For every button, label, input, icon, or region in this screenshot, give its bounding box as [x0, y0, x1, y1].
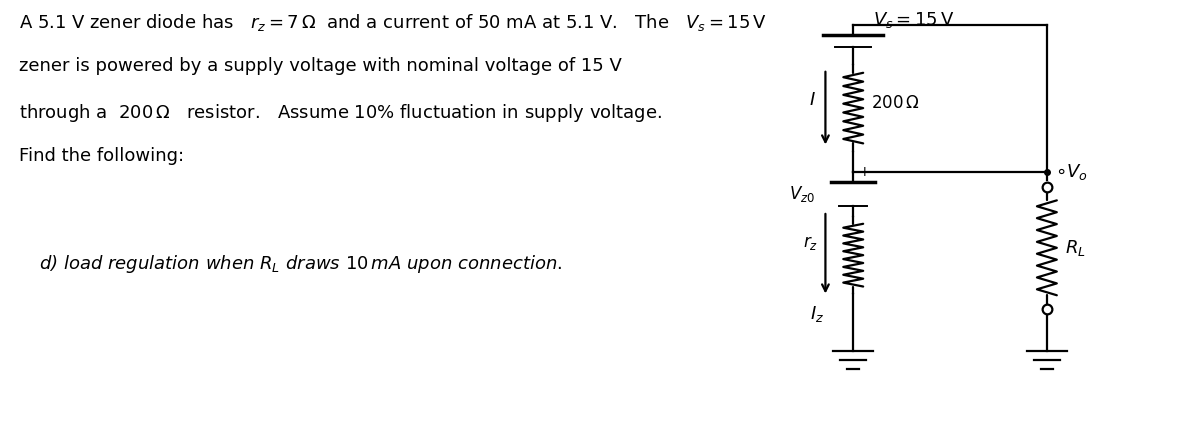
- Text: A 5.1 V zener diode has   $r_z=7\,\Omega$  and a current of 50 mA at 5.1 V.   Th: A 5.1 V zener diode has $r_z=7\,\Omega$ …: [19, 12, 767, 33]
- Text: $200\,\Omega$: $200\,\Omega$: [871, 94, 919, 112]
- Text: zener is powered by a supply voltage with nominal voltage of 15 V: zener is powered by a supply voltage wit…: [19, 57, 622, 75]
- Text: d) $\it{load\ regulation\ when}$ $R_L$ $\it{draws\ 10\,mA\ upon\ connection.}$: d) $\it{load\ regulation\ when}$ $R_L$ $…: [38, 253, 563, 275]
- Text: through a  $200\,\Omega$   resistor.   Assume 10% fluctuation in supply voltage.: through a $200\,\Omega$ resistor. Assume…: [19, 102, 662, 124]
- Text: $I_z$: $I_z$: [810, 304, 824, 324]
- Text: Find the following:: Find the following:: [19, 147, 184, 165]
- Text: $r_z$: $r_z$: [803, 234, 818, 252]
- Text: $+$: $+$: [858, 165, 870, 178]
- Text: $\circ V_o$: $\circ V_o$: [1055, 162, 1087, 182]
- Text: $R_L$: $R_L$: [1064, 238, 1086, 258]
- Text: $V_s=15\,\text{V}$: $V_s=15\,\text{V}$: [874, 10, 954, 30]
- Text: $V_{z0}$: $V_{z0}$: [790, 184, 816, 204]
- Text: $I$: $I$: [809, 91, 816, 109]
